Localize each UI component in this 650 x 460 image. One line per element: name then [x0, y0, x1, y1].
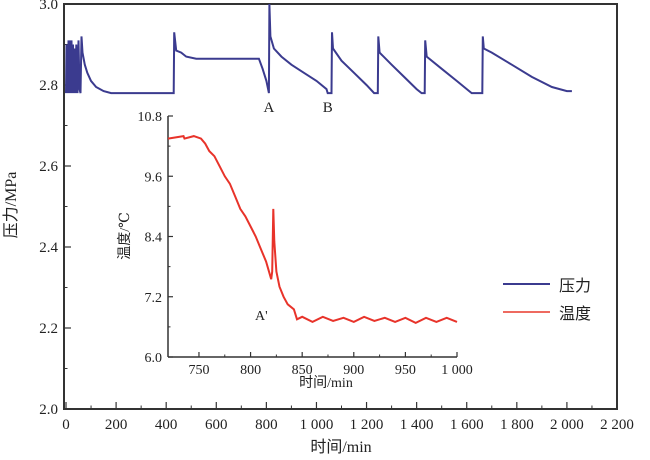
x-tick-label: 0	[62, 417, 70, 433]
x-tick-label: 1 400	[400, 417, 434, 433]
y-tick-label: 2.8	[39, 78, 58, 94]
legend-temperature-label: 温度	[559, 305, 591, 323]
x-tick-label: 2 200	[600, 417, 634, 433]
x-tick-label: 2 000	[550, 417, 584, 433]
y-tick-label: 6.0	[145, 351, 163, 366]
y-tick-label: 7.2	[145, 291, 163, 306]
x-tick-label: 950	[395, 363, 416, 378]
x-tick-label: 1 800	[500, 417, 534, 433]
x-tick-label: 1 600	[450, 417, 484, 433]
plot-frame	[63, 3, 618, 410]
main-axes: 0 200 400 600 800 1 000 1 200 1 400 1 600 1 800 2 …	[39, 0, 634, 433]
y-tick-label: 3.0	[39, 0, 58, 13]
x-tick-label: 750	[188, 363, 209, 378]
y-tick-label: 2.4	[39, 240, 58, 256]
y-tick-label: 9.6	[145, 170, 163, 185]
main-y-axis-label: 压力/MPa	[2, 172, 20, 239]
x-tick-label: 200	[105, 417, 128, 433]
annotation-A: A	[263, 100, 274, 116]
series-line-温度	[167, 134, 458, 325]
y-tick-label: 2.2	[39, 321, 58, 337]
x-tick-label: 900	[343, 363, 364, 378]
annotation-B: B	[323, 100, 333, 116]
inset-x-axis-label: 时间/min	[299, 375, 353, 391]
y-tick-label: 8.4	[145, 231, 163, 246]
x-tick-label: 1 200	[350, 417, 384, 433]
y-tick-label: 10.8	[138, 110, 163, 125]
y-tick-label: 2.6	[39, 159, 58, 175]
x-tick-label: 600	[205, 417, 228, 433]
series-line-压力	[65, 3, 572, 95]
x-tick-label: 1 000	[300, 417, 334, 433]
inset-y-axis-label: 温度/℃	[117, 212, 133, 260]
x-tick-label: 850	[292, 363, 313, 378]
legend: 压力 温度	[503, 277, 591, 323]
x-tick-label: 400	[155, 417, 178, 433]
temperature-inset: 750 800 850 900 950 1 000 6.0 7.2 8.4 9.6 10.8 A'	[138, 110, 473, 378]
main-x-axis-label: 时间/min	[310, 438, 371, 456]
annotation-A-prime: A'	[255, 309, 268, 324]
y-tick-label: 2.0	[39, 402, 58, 418]
legend-pressure-label: 压力	[559, 277, 591, 295]
x-tick-label: 1 000	[441, 363, 473, 378]
x-tick-label: 800	[255, 417, 278, 433]
x-tick-label: 800	[240, 363, 261, 378]
